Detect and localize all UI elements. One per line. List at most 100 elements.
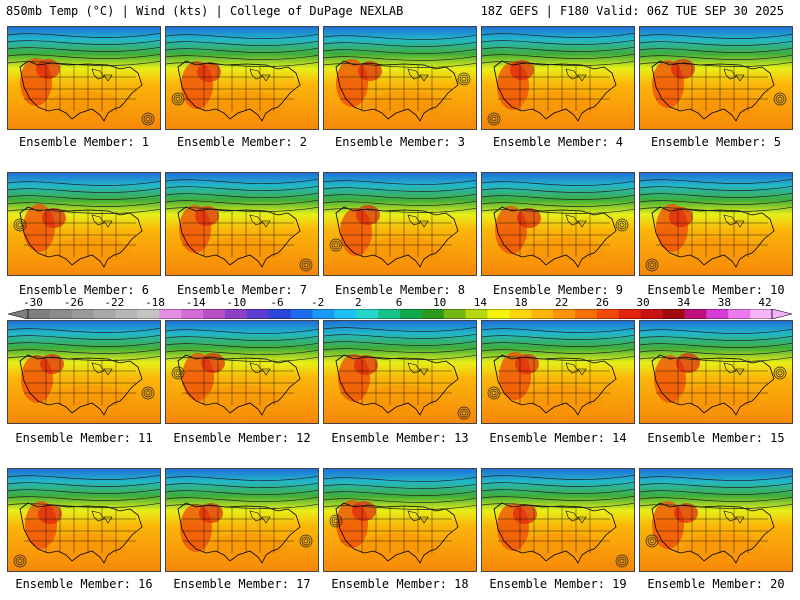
temperature-map [482,469,634,571]
colorbar-bin [224,309,248,319]
ensemble-member-label: Ensemble Member: 18 [331,577,469,591]
ensemble-map-panel [323,172,477,276]
colorbar-bin [137,309,160,319]
ensemble-map-panel [639,468,793,572]
colorbar-bin [268,309,291,319]
colorbar-bin [618,309,642,319]
colorbar-tick-label: -22 [104,296,125,309]
colorbar-tick-label: 10 [433,296,447,309]
colorbar-bin [159,309,182,319]
colorbar-bin [465,309,488,319]
ensemble-member-label: Ensemble Member: 20 [647,577,785,591]
ensemble-map-panel [165,26,319,130]
colorbar-bin [115,309,138,319]
ensemble-member-label: Ensemble Member: 9 [492,283,624,297]
temperature-map [324,27,476,129]
temperature-map [482,173,634,275]
colorbar-bin [684,309,707,319]
colorbar-bin [312,309,335,319]
colorbar-tick-label: 30 [636,296,650,309]
colorbar-bin [181,309,204,319]
colorbar-bin [400,309,423,319]
colorbar-tick-label: 38 [717,296,731,309]
colorbar-tick-label: -2 [311,296,325,309]
ensemble-map-panel [481,468,635,572]
temperature-map [482,27,634,129]
colorbar-bin [640,309,663,319]
colorbar-bin [487,309,510,319]
temperature-map [166,321,318,423]
colorbar-tick-label: -18 [145,296,165,309]
ensemble-member-label: Ensemble Member: 11 [15,431,153,445]
colorbar-tick-label: 22 [555,296,569,309]
ensemble-member-label: Ensemble Member: 4 [492,135,624,149]
ensemble-map-panel [165,468,319,572]
ensemble-map-panel [639,172,793,276]
colorbar-bin [203,309,226,319]
colorbar-bin [531,309,554,319]
ensemble-member-label: Ensemble Member: 6 [18,283,150,297]
temperature-map [166,27,318,129]
colorbar-bin [334,309,357,319]
temperature-map [8,469,160,571]
temperature-map [8,173,160,275]
colorbar-bin [71,309,94,319]
colorbar-bin [575,309,598,319]
colorbar-tick-label: -10 [226,296,247,309]
ensemble-member-label: Ensemble Member: 16 [15,577,153,591]
colorbar-bin [706,309,729,319]
ensemble-map-panel [323,26,477,130]
colorbar-bin [509,309,532,319]
temperature-map [640,173,792,275]
ensemble-map-panel [481,26,635,130]
ensemble-member-label: Ensemble Member: 3 [334,135,466,149]
ensemble-map-panel [165,320,319,424]
colorbar-bin [750,309,773,319]
ensemble-map-panel [481,320,635,424]
ensemble-map-panel [639,320,793,424]
ensemble-map-panel [7,468,161,572]
temperature-map [166,173,318,275]
temperature-map [8,321,160,423]
ensemble-member-label: Ensemble Member: 10 [647,283,785,297]
map-title: 850mb Temp (°C) | Wind (kts) | College o… [6,4,404,18]
ensemble-member-label: Ensemble Member: 12 [173,431,311,445]
ensemble-member-label: Ensemble Member: 7 [176,283,308,297]
ensemble-map-panel [639,26,793,130]
colorbar-bin [596,309,620,319]
temperature-colorbar [8,309,792,319]
colorbar-bin [662,309,685,319]
ensemble-map-panel [481,172,635,276]
colorbar-tick-label: 42 [758,296,772,309]
ensemble-map-panel [323,468,477,572]
ensemble-map-panel [323,320,477,424]
ensemble-member-label: Ensemble Member: 19 [489,577,627,591]
ensemble-map-panel [7,26,161,130]
colorbar-bin [728,309,751,319]
colorbar-tick-label: -14 [185,296,206,309]
ensemble-member-label: Ensemble Member: 1 [18,135,150,149]
ensemble-member-label: Ensemble Member: 8 [334,283,466,297]
colorbar-tick-label: 6 [395,296,403,309]
temperature-map [482,321,634,423]
colorbar-bin [28,309,51,319]
colorbar-tick-label: 18 [514,296,528,309]
colorbar-bin [246,309,270,319]
temperature-map [640,321,792,423]
colorbar-tick-label: -6 [270,296,284,309]
colorbar-tick-label: 34 [677,296,691,309]
valid-time: 18Z GEFS | F180 Valid: 06Z TUE SEP 30 20… [480,4,784,18]
colorbar-bin [378,309,401,319]
colorbar-bin [356,309,379,319]
ensemble-map-panel [7,172,161,276]
colorbar-bin [49,309,73,319]
colorbar-bin [553,309,576,319]
colorbar-bin [443,309,466,319]
ensemble-member-label: Ensemble Member: 14 [489,431,627,445]
ensemble-member-label: Ensemble Member: 15 [647,431,785,445]
ensemble-member-label: Ensemble Member: 5 [650,135,782,149]
ensemble-map-panel [7,320,161,424]
colorbar-tick-label: 26 [595,296,609,309]
temperature-map [640,469,792,571]
colorbar-tick-label: -30 [23,296,43,309]
